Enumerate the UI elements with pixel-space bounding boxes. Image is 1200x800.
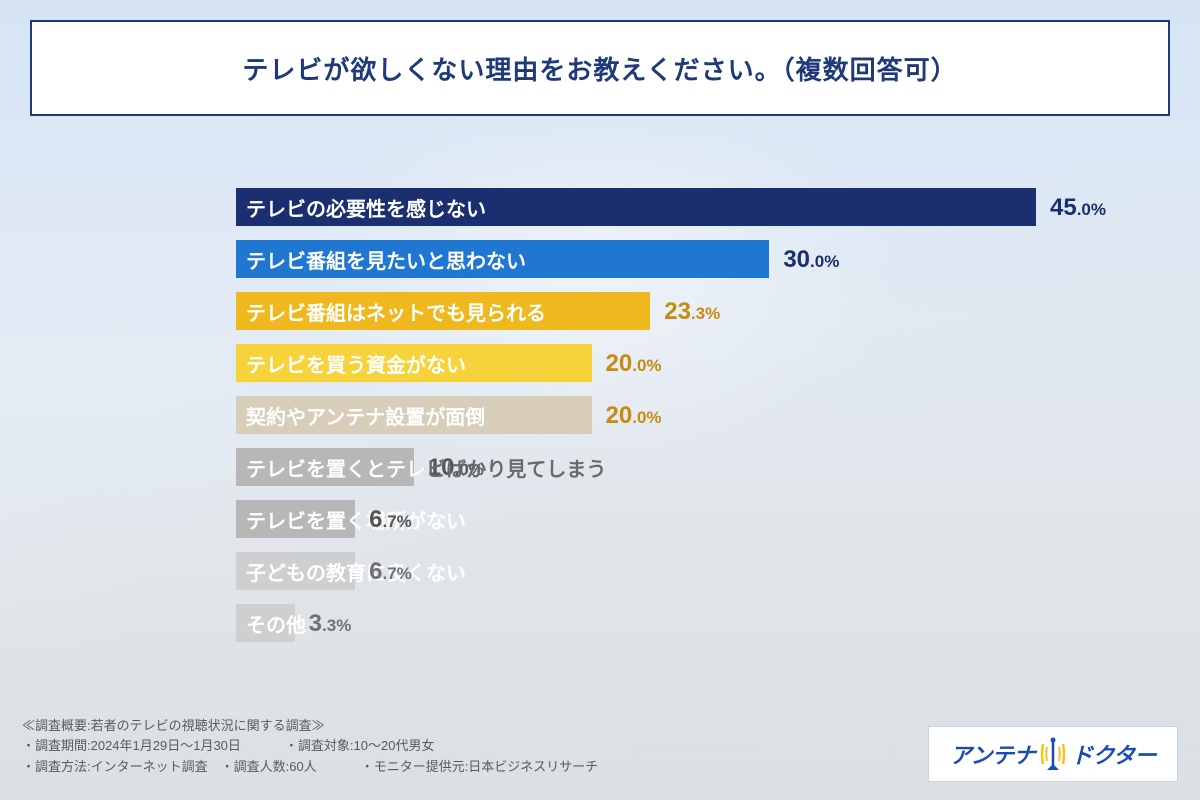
bar: テレビを置く場所がない xyxy=(236,500,355,538)
bar-row: 子どもの教育に良くない 6.7% xyxy=(236,552,1056,590)
footnote-method: ・調査方法:インターネット調査 ・調査人数:60人 xyxy=(22,757,317,778)
bar-row: その他 3.3% xyxy=(236,604,1056,642)
footnote-target: ・調査対象:10～20代男女 xyxy=(285,736,435,757)
footnote-summary: ≪調査概要:若者のテレビの視聴状況に関する調査≫ xyxy=(22,716,598,737)
title-box: テレビが欲しくない理由をお教えください。（複数回答可） xyxy=(30,20,1170,116)
bar: その他 xyxy=(236,604,295,642)
bar-row: テレビを置く場所がない 6.7% xyxy=(236,500,1056,538)
bar-row: テレビ番組はネットでも見られる 23.3% xyxy=(236,292,1056,330)
bar-row: テレビを買う資金がない 20.0% xyxy=(236,344,1056,382)
antenna-icon xyxy=(1039,736,1067,772)
bar: テレビを買う資金がない xyxy=(236,344,592,382)
bar-chart: テレビの必要性を感じない45.0%テレビ番組を見たいと思わない30.0%テレビ番… xyxy=(236,188,1056,656)
bar-value: 6.7% xyxy=(369,552,412,590)
brand-logo: アンテナ ドクター xyxy=(928,726,1178,782)
bar-value: 3.3% xyxy=(309,604,352,642)
bar-row: テレビ番組を見たいと思わない 30.0% xyxy=(236,240,1056,278)
bar: テレビ番組はネットでも見られる xyxy=(236,292,650,330)
bar: テレビ番組を見たいと思わない xyxy=(236,240,769,278)
bar-label-overflow: テレビを置くとテレビばかり見てしまう xyxy=(236,448,606,486)
bar-row: テレビの必要性を感じない45.0% xyxy=(236,188,1056,226)
bar-value: 45.0% xyxy=(1050,188,1106,226)
bar: 契約やアンテナ設置が面倒 xyxy=(236,396,592,434)
bar-value: 6.7% xyxy=(369,500,412,538)
bar-value: 30.0% xyxy=(783,240,839,278)
bar-row: テレビを置くとテレビばかり見てしまう10.0% xyxy=(236,448,1056,486)
logo-text-right: ドクター xyxy=(1071,738,1156,770)
bar-value: 20.0% xyxy=(606,396,662,434)
bar: テレビの必要性を感じない xyxy=(236,188,1036,226)
footnote-period: ・調査期間:2024年1月29日～1月30日 xyxy=(22,736,241,757)
logo-text-left: アンテナ xyxy=(950,738,1035,770)
bar-row: 契約やアンテナ設置が面倒 20.0% xyxy=(236,396,1056,434)
survey-footnotes: ≪調査概要:若者のテレビの視聴状況に関する調査≫ ・調査期間:2024年1月29… xyxy=(22,716,598,778)
bar-value: 20.0% xyxy=(606,344,662,382)
bar-value: 23.3% xyxy=(664,292,720,330)
bar: 子どもの教育に良くない xyxy=(236,552,355,590)
footnote-provider: ・モニター提供元:日本ビジネスリサーチ xyxy=(361,757,599,778)
chart-title: テレビが欲しくない理由をお教えください。（複数回答可） xyxy=(242,50,957,87)
